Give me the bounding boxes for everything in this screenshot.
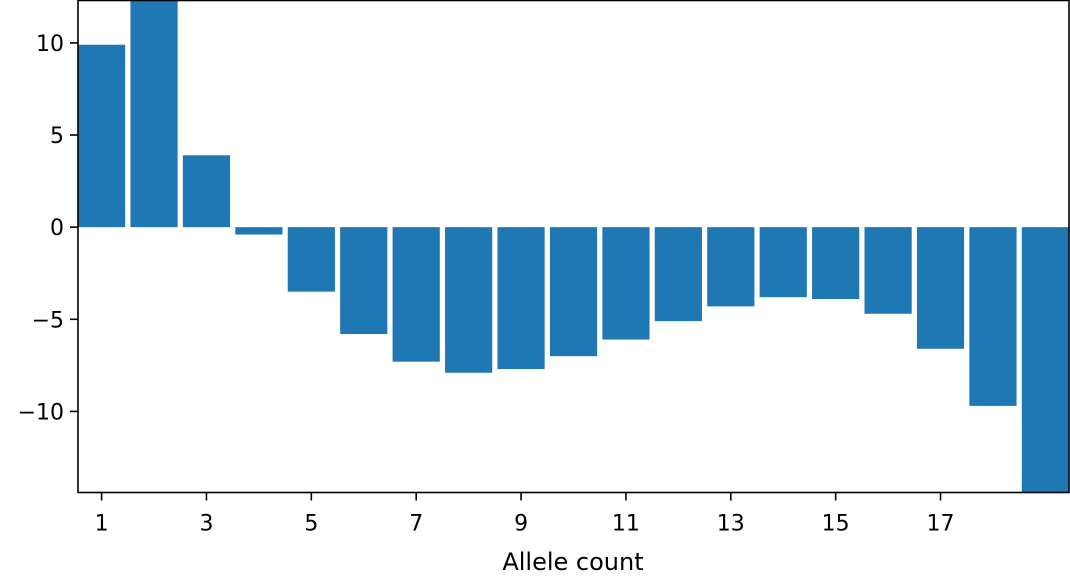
y-tick-label: −5 [32, 308, 64, 333]
plot-frame [77, 0, 1070, 494]
y-axis: 10 5 0 −5 −10 [18, 32, 78, 425]
y-tick-label: −10 [18, 400, 64, 425]
x-tick-label: 9 [514, 512, 528, 537]
bar-19 [1021, 227, 1069, 493]
bar-6 [340, 227, 388, 335]
x-tick-label: 7 [409, 512, 423, 537]
x-tick-label: 17 [927, 512, 955, 537]
bar-14 [759, 227, 807, 298]
bar-18 [969, 227, 1017, 406]
x-axis-title: Allele count [502, 548, 643, 576]
bar-16 [864, 227, 912, 314]
x-tick-label: 13 [717, 512, 745, 537]
bar-2 [130, 0, 178, 228]
bar-4 [235, 227, 283, 235]
x-tick-label: 15 [822, 512, 850, 537]
y-tick-label: 10 [36, 32, 64, 57]
bar-5 [287, 227, 335, 292]
x-tick-label: 11 [612, 512, 640, 537]
bar-15 [812, 227, 860, 300]
x-tick-label: 5 [304, 512, 318, 537]
bar-8 [445, 227, 493, 373]
bar-9 [497, 227, 545, 370]
x-tick-label: 3 [199, 512, 213, 537]
bar-7 [392, 227, 440, 362]
x-tick-label: 1 [95, 512, 109, 537]
bar-17 [916, 227, 965, 349]
bar-1 [78, 44, 126, 228]
y-tick-label: 5 [50, 124, 64, 149]
bar-13 [707, 227, 755, 307]
x-axis: 1 3 5 7 9 11 13 15 17 [95, 492, 955, 537]
bar-3 [182, 155, 231, 228]
bar-12 [654, 227, 702, 322]
y-tick-label: 0 [50, 216, 64, 241]
bar-11 [602, 227, 650, 340]
bars [78, 0, 1069, 493]
bar-10 [549, 227, 598, 357]
